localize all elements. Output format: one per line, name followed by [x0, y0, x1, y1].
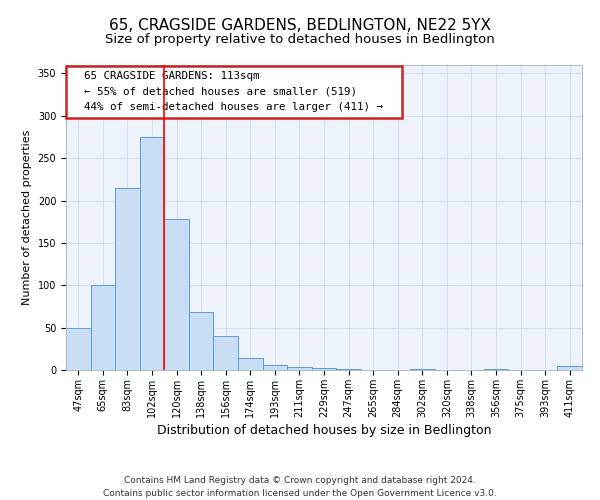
Bar [214, 336, 238, 370]
Bar [238, 358, 263, 370]
Bar [115, 188, 140, 370]
Bar [484, 369, 508, 370]
X-axis label: Distribution of detached houses by size in Bedlington: Distribution of detached houses by size … [157, 424, 491, 437]
Bar [189, 312, 214, 370]
Bar [287, 368, 312, 370]
Bar [164, 219, 189, 370]
Text: 65 CRAGSIDE GARDENS: 113sqm
  ← 55% of detached houses are smaller (519)
  44% o: 65 CRAGSIDE GARDENS: 113sqm ← 55% of det… [71, 71, 396, 112]
Bar [410, 369, 434, 370]
Bar [557, 366, 582, 370]
Bar [263, 365, 287, 370]
Bar [312, 368, 336, 370]
Bar [66, 328, 91, 370]
Text: Size of property relative to detached houses in Bedlington: Size of property relative to detached ho… [105, 32, 495, 46]
Bar [140, 137, 164, 370]
Bar [91, 286, 115, 370]
Y-axis label: Number of detached properties: Number of detached properties [22, 130, 32, 305]
Text: 65, CRAGSIDE GARDENS, BEDLINGTON, NE22 5YX: 65, CRAGSIDE GARDENS, BEDLINGTON, NE22 5… [109, 18, 491, 32]
Bar [336, 369, 361, 370]
Text: Contains HM Land Registry data © Crown copyright and database right 2024.
Contai: Contains HM Land Registry data © Crown c… [103, 476, 497, 498]
